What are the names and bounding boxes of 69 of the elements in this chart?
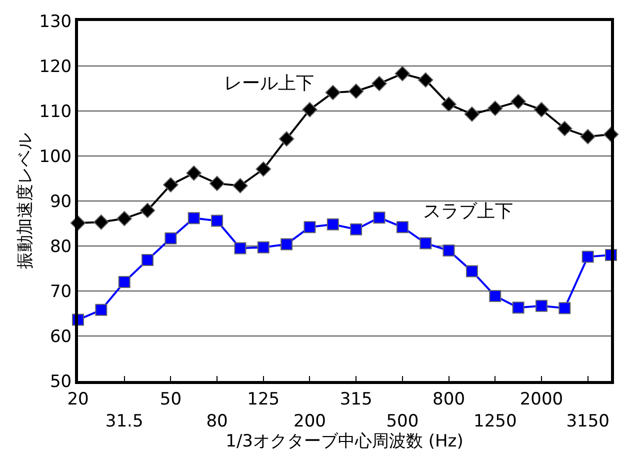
point: [394, 66, 410, 82]
point: [535, 300, 548, 312]
point: [95, 304, 108, 316]
point: [418, 72, 434, 88]
point: [441, 96, 456, 112]
x-tick-label: 315: [340, 389, 372, 410]
point: [372, 76, 387, 92]
x-tick-label: 20: [67, 389, 89, 410]
x-tick-label: 31.5: [105, 412, 144, 432]
x-tick-label: 800: [432, 389, 466, 410]
point: [325, 84, 341, 100]
point: [188, 212, 200, 224]
y-axis-title: 振動加速度レベル: [16, 133, 36, 269]
point: [420, 237, 432, 250]
point: [234, 242, 246, 254]
point: [304, 221, 316, 234]
y-tick-label: 60: [50, 326, 72, 347]
point: [534, 102, 550, 118]
point: [118, 276, 130, 288]
y-tick-label: 50: [50, 372, 72, 392]
y-tick-label: 100: [39, 146, 72, 167]
point: [396, 221, 408, 234]
x-tick-label: 200: [294, 412, 326, 432]
series-label: スラブ上下: [423, 201, 513, 222]
x-tick-label: 2000: [520, 389, 564, 410]
x-axis-title: 1/3オクターブ中心周波数 (Hz): [226, 432, 464, 452]
point: [557, 120, 572, 136]
x-tick-label: 1250: [473, 412, 517, 432]
point: [94, 214, 109, 230]
point: [326, 218, 339, 230]
point: [512, 302, 524, 314]
point: [464, 106, 480, 122]
point: [510, 94, 526, 110]
point: [487, 100, 503, 116]
y-tick-label: 130: [39, 12, 72, 32]
point: [489, 290, 502, 302]
point: [142, 254, 154, 266]
y-tick-label: 110: [39, 102, 72, 122]
point: [373, 212, 386, 224]
y-tick-label: 120: [39, 56, 72, 77]
point: [348, 84, 364, 99]
point: [164, 232, 177, 244]
point: [302, 102, 318, 118]
y-tick-label: 90: [50, 192, 72, 212]
series-label: レール上下: [224, 73, 314, 94]
point: [140, 202, 156, 218]
point: [257, 241, 270, 254]
point: [442, 244, 455, 256]
x-tick-label: 3150: [566, 412, 610, 432]
y-tick-label: 70: [50, 282, 72, 302]
point: [558, 302, 571, 314]
x-tick-label: 500: [386, 412, 419, 432]
point: [209, 176, 225, 192]
point: [280, 238, 293, 250]
point: [232, 178, 248, 194]
point: [582, 250, 594, 263]
point: [211, 214, 224, 227]
x-tick-label: 80: [206, 412, 228, 432]
x-tick-label: 125: [247, 389, 280, 410]
point: [466, 265, 478, 278]
point: [278, 131, 294, 147]
point: [116, 210, 132, 226]
point: [163, 177, 178, 192]
point: [350, 223, 362, 236]
y-tick-label: 80: [50, 236, 72, 257]
point: [580, 129, 596, 144]
point: [256, 161, 272, 177]
point: [186, 165, 202, 181]
x-tick-label: 50: [160, 389, 182, 410]
